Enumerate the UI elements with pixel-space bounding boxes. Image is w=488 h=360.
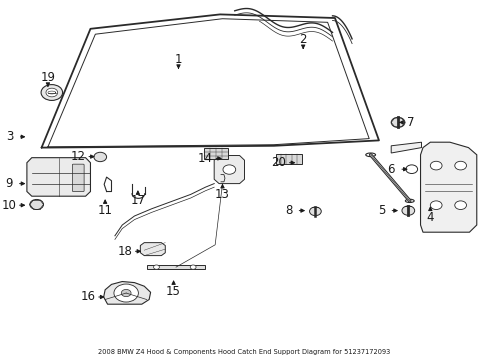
Text: 5: 5 <box>377 204 385 217</box>
Circle shape <box>41 85 62 100</box>
Text: 13: 13 <box>215 188 229 201</box>
Text: 12: 12 <box>71 150 85 163</box>
Text: 4: 4 <box>426 211 433 224</box>
Text: 19: 19 <box>41 71 55 84</box>
Circle shape <box>94 152 106 162</box>
Text: 10: 10 <box>1 199 16 212</box>
Polygon shape <box>140 243 165 256</box>
Text: 2: 2 <box>299 33 306 46</box>
Text: 1: 1 <box>174 53 182 66</box>
Text: 2008 BMW Z4 Hood & Components Hood Catch End Support Diagram for 51237172093: 2008 BMW Z4 Hood & Components Hood Catch… <box>98 348 390 355</box>
Polygon shape <box>27 158 90 196</box>
Polygon shape <box>103 282 150 304</box>
Circle shape <box>309 207 321 216</box>
Polygon shape <box>390 142 421 153</box>
Text: 9: 9 <box>5 177 13 190</box>
Circle shape <box>454 161 466 170</box>
Text: 20: 20 <box>271 156 285 169</box>
Text: 6: 6 <box>386 163 394 176</box>
Circle shape <box>454 201 466 210</box>
Text: 15: 15 <box>166 285 181 298</box>
Text: 8: 8 <box>284 204 292 217</box>
Circle shape <box>190 265 196 269</box>
Text: 16: 16 <box>81 291 95 303</box>
Bar <box>146 265 205 269</box>
Bar <box>276 154 301 164</box>
Polygon shape <box>214 156 244 184</box>
Text: 11: 11 <box>98 204 112 217</box>
Circle shape <box>429 201 441 210</box>
Text: 18: 18 <box>117 245 132 258</box>
Circle shape <box>30 199 43 210</box>
Polygon shape <box>420 142 476 232</box>
Circle shape <box>429 161 441 170</box>
Bar <box>204 148 227 159</box>
Circle shape <box>121 289 131 297</box>
Circle shape <box>153 265 159 269</box>
Ellipse shape <box>405 199 413 202</box>
Text: 3: 3 <box>6 130 14 143</box>
Circle shape <box>390 117 404 127</box>
Circle shape <box>401 206 414 215</box>
Text: 14: 14 <box>198 152 212 165</box>
Circle shape <box>114 284 138 302</box>
Circle shape <box>223 165 235 174</box>
Circle shape <box>46 88 58 97</box>
Text: 17: 17 <box>130 194 145 207</box>
Circle shape <box>405 165 417 174</box>
FancyBboxPatch shape <box>72 164 84 192</box>
Text: 7: 7 <box>406 116 414 129</box>
Ellipse shape <box>365 153 375 157</box>
